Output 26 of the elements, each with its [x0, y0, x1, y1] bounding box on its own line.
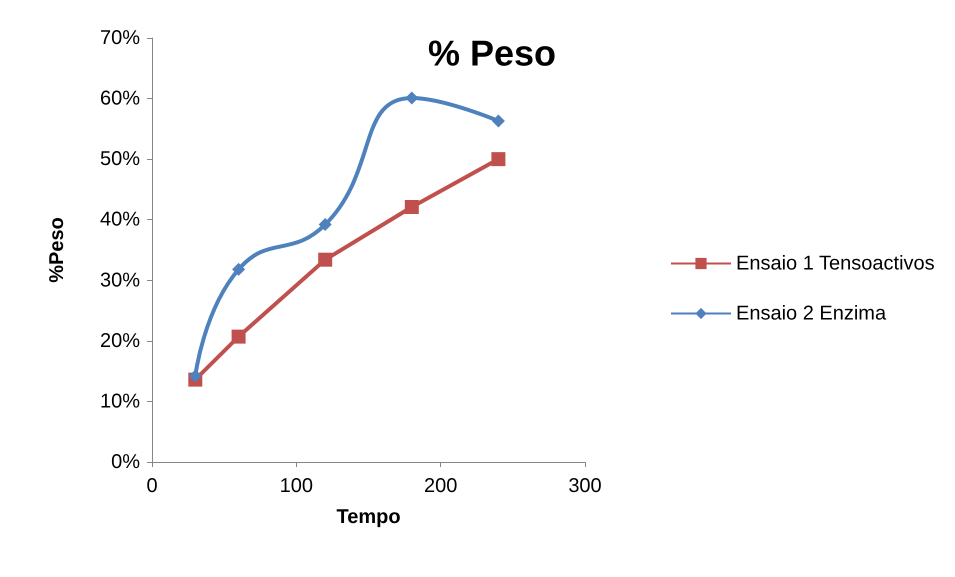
y-tick-label: 60%	[100, 88, 140, 110]
point	[404, 200, 419, 214]
x-tick-label: 200	[424, 475, 458, 497]
point	[232, 262, 246, 276]
y-tick-label: 40%	[100, 208, 140, 231]
x-tick-label: 100	[280, 475, 314, 497]
y-tick-label: 0%	[111, 451, 140, 473]
y-tick-label: 70%	[100, 27, 140, 49]
point	[318, 218, 332, 232]
y-tick-label: 30%	[100, 269, 140, 292]
legend-label: Ensaio 1 Tensoactivos	[736, 252, 935, 274]
y-tick-label: 10%	[100, 390, 140, 412]
y-tick-label: 50%	[100, 148, 140, 170]
y-axis-title: %Peso	[46, 217, 68, 283]
point	[492, 114, 505, 128]
y-tick-label: 20%	[100, 330, 140, 352]
point	[405, 91, 418, 104]
point	[318, 252, 332, 267]
chart-title: % Peso	[428, 32, 556, 74]
point	[188, 369, 202, 382]
x-tick-label: 0	[146, 475, 158, 497]
point	[232, 330, 246, 344]
point	[491, 152, 506, 166]
x-axis-title: Tempo	[336, 506, 401, 528]
x-tick-label: 300	[568, 475, 602, 497]
legend-label: Ensaio 2 Enzima	[736, 302, 887, 324]
